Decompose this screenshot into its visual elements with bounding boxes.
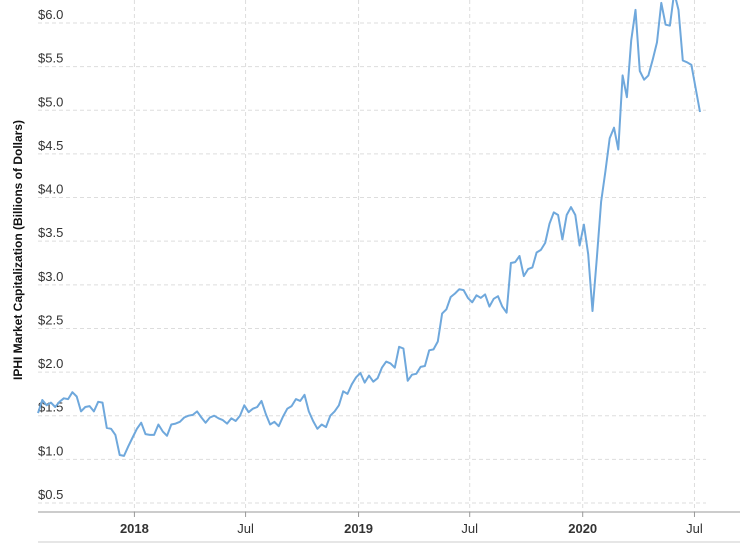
y-axis-title: IPHI Market Capitalization (Billions of …: [11, 120, 25, 380]
x-tick-label: 2018: [120, 521, 149, 536]
y-axis-ticks: $0.5$1.0$1.5$2.0$2.5$3.0$3.5$4.0$4.5$5.0…: [38, 7, 63, 502]
series-line: [37, 0, 701, 457]
gridlines: [38, 0, 740, 543]
y-tick-label: $0.5: [38, 487, 63, 502]
series-group: [37, 0, 701, 457]
x-tick-label: Jul: [237, 521, 254, 536]
y-tick-label: $3.0: [38, 269, 63, 284]
y-tick-label: $1.0: [38, 443, 63, 458]
x-tick-label: 2020: [568, 521, 597, 536]
y-tick-label: $4.0: [38, 182, 63, 197]
y-tick-label: $5.0: [38, 94, 63, 109]
y-tick-label: $4.5: [38, 138, 63, 153]
y-tick-label: $3.5: [38, 225, 63, 240]
x-tick-label: Jul: [461, 521, 478, 536]
y-tick-label: $5.5: [38, 51, 63, 66]
y-tick-label: $2.5: [38, 312, 63, 327]
y-tick-label: $2.0: [38, 356, 63, 371]
x-tick-label: Jul: [686, 521, 703, 536]
x-tick-label: 2019: [344, 521, 373, 536]
x-axis-ticks: 2018 Jul 2019 Jul 2020 Jul: [120, 512, 703, 536]
y-tick-label: $6.0: [38, 7, 63, 22]
